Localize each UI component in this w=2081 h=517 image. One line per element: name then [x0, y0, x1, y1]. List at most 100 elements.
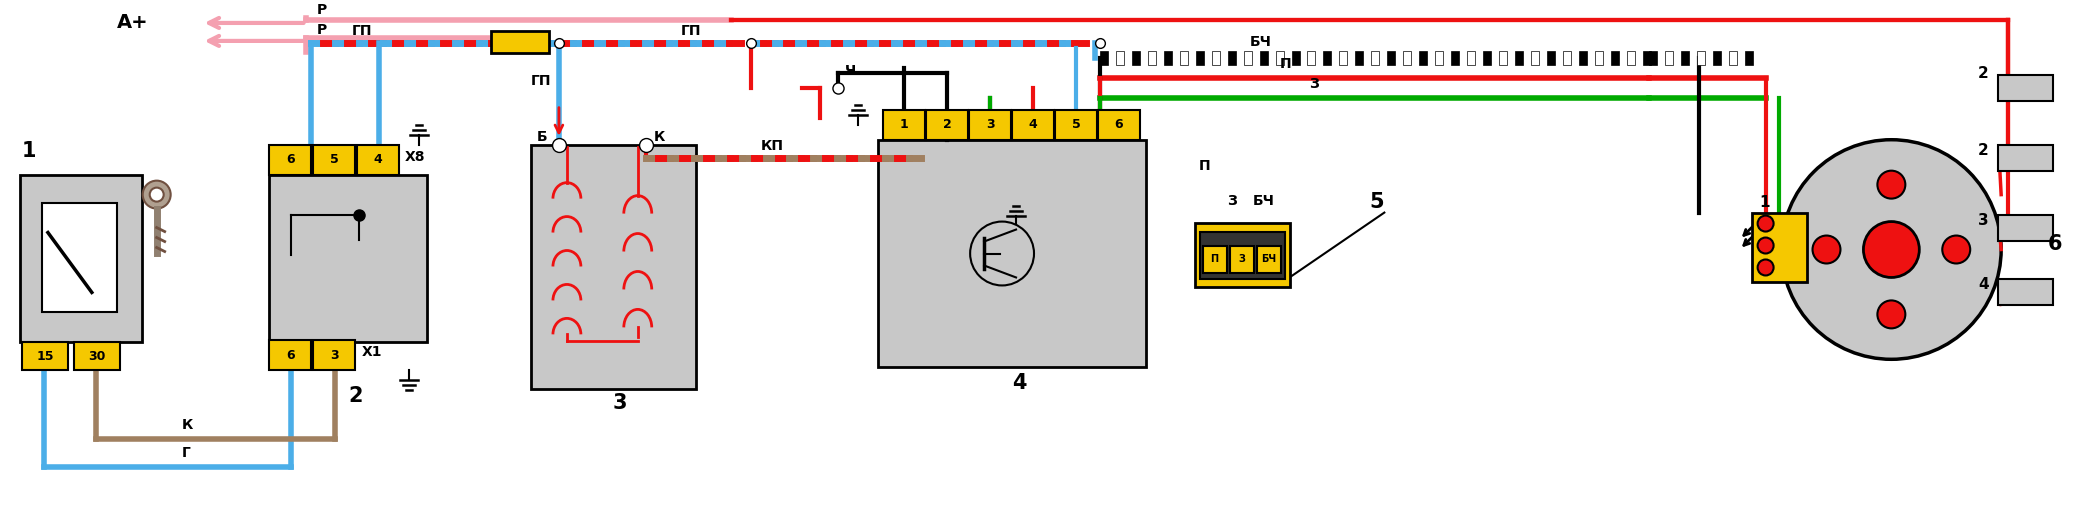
Bar [1230, 246, 1253, 273]
Bar [882, 110, 926, 140]
Text: 30: 30 [87, 350, 106, 363]
Text: 6: 6 [285, 153, 296, 166]
Bar [1484, 51, 1492, 65]
Bar [42, 203, 117, 312]
Bar [1292, 51, 1299, 65]
Text: ГП: ГП [531, 74, 551, 88]
Bar [1579, 51, 1588, 65]
Text: 6: 6 [2048, 234, 2062, 253]
Text: ГП: ГП [680, 24, 701, 38]
Circle shape [1758, 237, 1773, 253]
Bar [1276, 51, 1284, 65]
Bar [314, 340, 356, 370]
Bar [1197, 51, 1203, 65]
Text: 3: 3 [1979, 212, 1989, 227]
Bar [73, 342, 121, 370]
Bar [1244, 51, 1251, 65]
Bar [1665, 51, 1673, 65]
Bar [1498, 51, 1507, 65]
Circle shape [1758, 260, 1773, 276]
Bar [1163, 51, 1172, 65]
Text: 4: 4 [1028, 118, 1038, 131]
Text: З: З [1238, 254, 1244, 265]
Text: 4: 4 [1011, 373, 1026, 393]
Bar [1419, 51, 1428, 65]
Circle shape [144, 180, 171, 208]
Bar [1744, 51, 1752, 65]
Bar [1194, 222, 1290, 287]
Bar [1515, 51, 1523, 65]
Text: БЧ: БЧ [1249, 35, 1271, 49]
Bar [1998, 145, 2054, 171]
Text: БЧ: БЧ [1261, 254, 1276, 265]
Bar [1998, 75, 2054, 101]
Text: Х1: Х1 [362, 345, 381, 359]
Text: Б: Б [537, 130, 547, 144]
Bar [268, 175, 427, 342]
Bar [1340, 51, 1346, 65]
Bar [1713, 51, 1721, 65]
Bar [1355, 51, 1363, 65]
Bar [1403, 51, 1411, 65]
Text: 5: 5 [331, 153, 339, 166]
Text: К: К [181, 418, 194, 432]
Text: 6: 6 [285, 349, 296, 362]
Circle shape [1813, 236, 1840, 264]
Text: 1: 1 [899, 118, 909, 131]
Bar [878, 140, 1147, 367]
Text: 3: 3 [331, 349, 339, 362]
Text: 2: 2 [1979, 143, 1989, 158]
Circle shape [970, 222, 1034, 285]
Bar [268, 145, 312, 175]
Bar [1546, 51, 1555, 65]
Text: 6: 6 [1115, 118, 1124, 131]
Bar [1388, 51, 1396, 65]
Bar [1011, 110, 1053, 140]
Text: П: П [1211, 254, 1219, 265]
Bar [1180, 51, 1188, 65]
Text: 3: 3 [612, 393, 626, 413]
Circle shape [1877, 300, 1906, 328]
Text: 2: 2 [1979, 66, 1989, 81]
Bar [1729, 51, 1738, 65]
Text: 3: 3 [986, 118, 995, 131]
Bar [1642, 51, 1650, 65]
Bar [1324, 51, 1332, 65]
Text: К: К [653, 130, 666, 144]
Bar [1998, 280, 2054, 306]
Circle shape [1862, 222, 1919, 278]
Circle shape [1877, 171, 1906, 199]
Text: Р: Р [316, 3, 327, 17]
Text: З: З [1226, 193, 1236, 208]
Bar [1055, 110, 1097, 140]
Bar [358, 145, 400, 175]
Text: Х8: Х8 [406, 150, 427, 164]
Bar [1696, 51, 1704, 65]
Bar [1467, 51, 1475, 65]
Bar [1648, 51, 1656, 65]
Bar [1101, 51, 1107, 65]
Bar [1436, 51, 1444, 65]
Text: 4: 4 [1979, 278, 1989, 293]
Bar [1752, 212, 1806, 282]
Bar [1450, 51, 1459, 65]
Bar [1199, 232, 1284, 280]
Text: КП: КП [760, 139, 785, 153]
Bar [1627, 51, 1636, 65]
Bar [491, 31, 549, 53]
Text: П: П [1280, 57, 1290, 71]
Bar [1307, 51, 1315, 65]
Bar [1211, 51, 1219, 65]
Bar [1149, 51, 1155, 65]
Bar [1681, 51, 1690, 65]
Bar [1532, 51, 1540, 65]
Bar [1099, 110, 1140, 140]
Circle shape [1758, 216, 1773, 232]
Bar [1563, 51, 1571, 65]
Bar [1371, 51, 1380, 65]
Bar [1132, 51, 1140, 65]
Bar [1998, 215, 2054, 240]
Bar [531, 145, 695, 389]
Bar [1611, 51, 1619, 65]
Text: 5: 5 [1072, 118, 1080, 131]
